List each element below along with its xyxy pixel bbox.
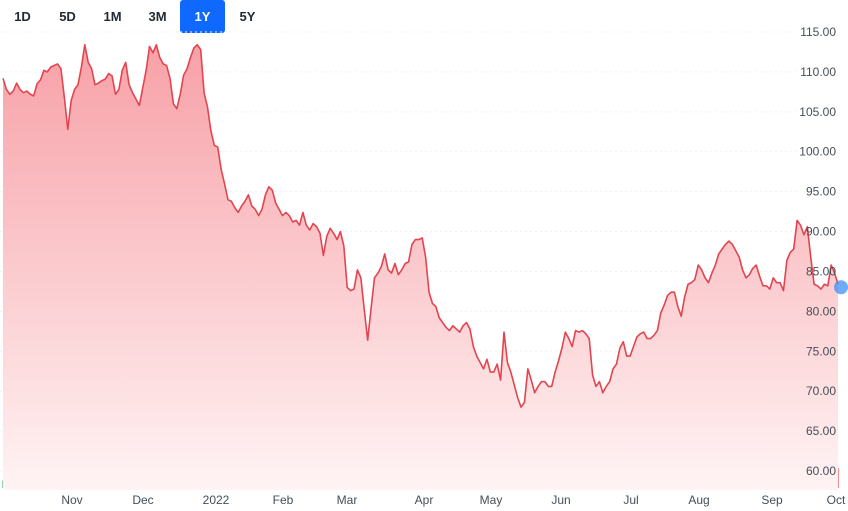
range-button-1d[interactable]: 1D bbox=[14, 9, 31, 24]
range-selector: 1D 5D 1M 3M 1Y 5Y bbox=[0, 0, 300, 33]
x-tick-label: Jun bbox=[551, 493, 570, 507]
y-tick-label: 95.00 bbox=[806, 185, 836, 199]
y-tick-label: 90.00 bbox=[806, 225, 836, 239]
y-tick-label: 100.00 bbox=[799, 145, 836, 159]
x-tick-label: May bbox=[480, 493, 503, 507]
x-tick-label: Oct bbox=[827, 493, 846, 507]
y-tick-label: 110.00 bbox=[800, 65, 836, 79]
x-tick-label: Apr bbox=[415, 493, 434, 507]
x-tick-label: 2022 bbox=[203, 493, 230, 507]
x-tick-label: Mar bbox=[337, 493, 358, 507]
y-tick-label: 60.00 bbox=[806, 464, 836, 478]
x-tick-label: Feb bbox=[273, 493, 294, 507]
x-tick-label: Aug bbox=[688, 493, 709, 507]
x-tick-label: Sep bbox=[761, 493, 783, 507]
y-tick-label: 80.00 bbox=[806, 304, 836, 318]
x-tick-label: Nov bbox=[61, 493, 82, 507]
y-tick-label: 65.00 bbox=[806, 424, 836, 438]
last-price-marker[interactable] bbox=[834, 280, 848, 295]
x-tick-label: Jul bbox=[623, 493, 638, 507]
y-tick-label: 70.00 bbox=[806, 384, 836, 398]
y-tick-label: 105.00 bbox=[799, 105, 836, 119]
range-button-1y[interactable]: 1Y bbox=[180, 0, 225, 33]
y-tick-label: 75.00 bbox=[806, 344, 836, 358]
range-button-1m[interactable]: 1M bbox=[103, 9, 122, 24]
price-area bbox=[3, 44, 838, 491]
x-tick-label: Dec bbox=[132, 493, 153, 507]
range-button-5y[interactable]: 5Y bbox=[239, 9, 256, 24]
price-line bbox=[2, 43, 839, 408]
range-button-3m[interactable]: 3M bbox=[148, 9, 167, 24]
y-tick-label: 115.00 bbox=[800, 25, 836, 39]
volume-bar bbox=[837, 468, 839, 488]
y-tick-label: 85.00 bbox=[806, 264, 836, 278]
range-button-5d[interactable]: 5D bbox=[59, 9, 76, 24]
x-axis: Nov Dec 2022 Feb Mar Apr May Jun Jul Aug Sep Oct bbox=[61, 493, 846, 507]
y-axis: 60.00 65.00 70.00 75.00 80.00 85.00 90.00 95.00… bbox=[799, 25, 836, 478]
